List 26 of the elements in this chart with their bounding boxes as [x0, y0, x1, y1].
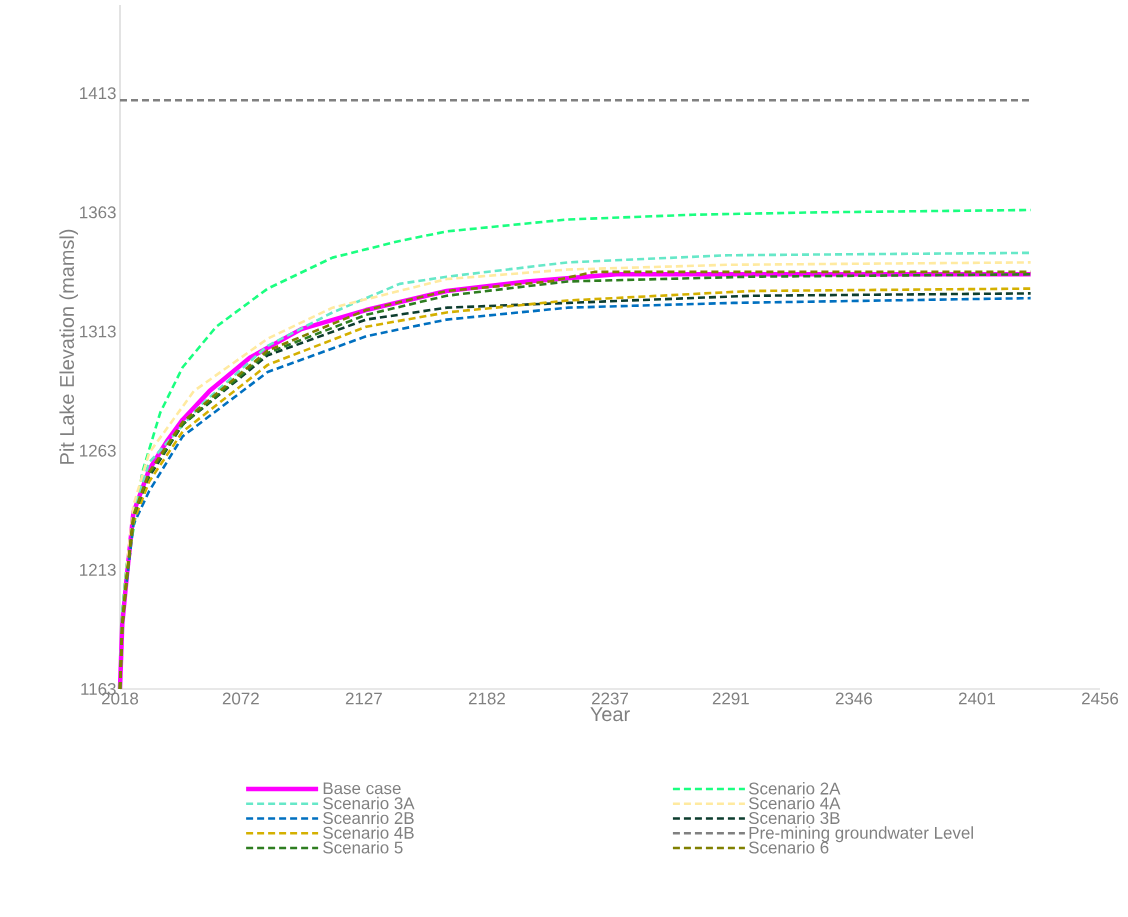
y-tick-label: 1363 — [80, 206, 116, 219]
legend-label: Sceanrio 2B — [323, 811, 414, 825]
legend-label: Scenario 5 — [323, 841, 403, 854]
y-tick-label: 1313 — [80, 325, 116, 338]
y-tick-label: 1413 — [80, 87, 116, 100]
legend-label: Scenario 2A — [748, 782, 841, 795]
y-axis-title: Pit Lake Elevation (mamsl) — [59, 229, 78, 464]
x-tick-label: 2291 — [712, 692, 749, 705]
x-tick-label: 2401 — [958, 692, 995, 705]
legend-label: Pre-mining groundwater Level — [749, 826, 973, 843]
legend-label: Scenario 4A — [748, 796, 841, 810]
y-tick-label: 1213 — [80, 563, 116, 576]
x-tick-label: 2182 — [468, 692, 505, 705]
x-axis-title: Year — [590, 707, 630, 722]
legend-label: Scenario 3B — [748, 811, 840, 825]
x-tick-label: 2072 — [222, 692, 259, 705]
x-tick-label: 2456 — [1082, 692, 1119, 705]
y-tick-label: 1263 — [80, 444, 116, 457]
x-tick-label: 2127 — [345, 692, 382, 705]
x-tick-label: 2346 — [835, 692, 872, 705]
legend-label: Scenario 6 — [748, 841, 829, 854]
line-series — [125, 296, 1032, 584]
legend-label: Scenario 3A — [323, 796, 415, 810]
legend-label: Scenario 4B — [323, 826, 414, 839]
legend-label: Base case — [323, 782, 401, 795]
x-tick-label: 2237 — [592, 692, 628, 705]
